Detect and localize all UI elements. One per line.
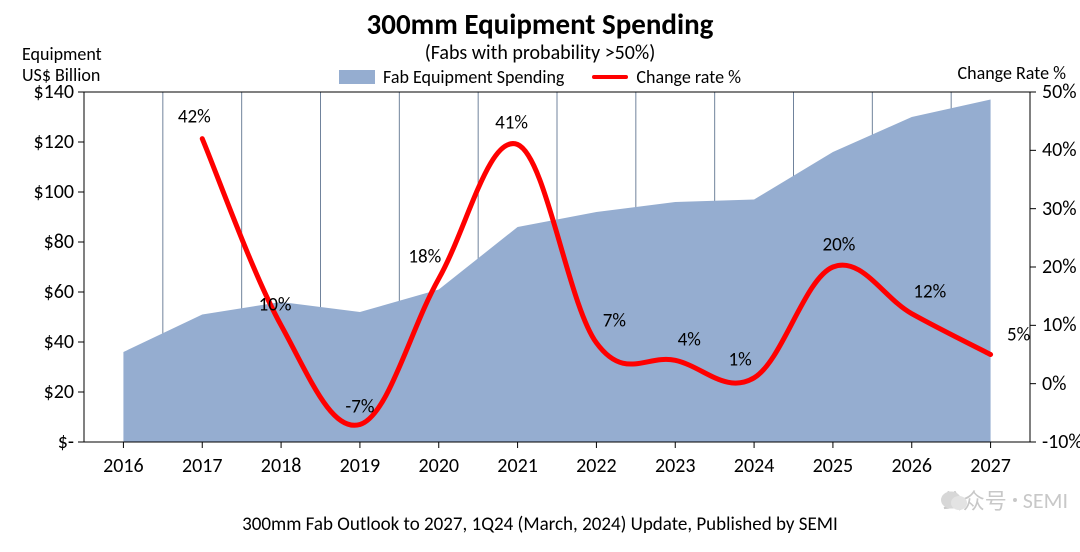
y-left-tick: $40 bbox=[44, 330, 74, 354]
line-data-label: -7% bbox=[345, 395, 374, 418]
line-data-label: 4% bbox=[678, 329, 701, 352]
line-data-label: 18% bbox=[408, 245, 441, 268]
y-left-tick: $20 bbox=[44, 380, 74, 404]
y-right-tick: 40% bbox=[1042, 138, 1077, 162]
line-data-label: 42% bbox=[178, 105, 211, 128]
line-data-label: 10% bbox=[259, 294, 292, 317]
line-data-label: 1% bbox=[728, 348, 751, 371]
x-tick: 2024 bbox=[734, 454, 775, 478]
watermark-dot bbox=[1013, 498, 1017, 502]
watermark: 公众号 SEMI bbox=[941, 484, 1068, 516]
x-tick: 2026 bbox=[891, 454, 932, 478]
y-right-tick: 10% bbox=[1042, 313, 1077, 337]
x-tick: 2025 bbox=[813, 454, 854, 478]
y-left-tick: $80 bbox=[44, 230, 74, 254]
line-data-label: 41% bbox=[495, 111, 528, 134]
y-right-tick: -10% bbox=[1042, 430, 1080, 454]
x-tick: 2017 bbox=[182, 454, 223, 478]
y-left-tick: $100 bbox=[33, 180, 74, 204]
x-tick: 2019 bbox=[340, 454, 381, 478]
x-tick: 2023 bbox=[655, 454, 696, 478]
x-tick: 2022 bbox=[576, 454, 617, 478]
x-tick: 2016 bbox=[103, 454, 144, 478]
watermark-text-2: SEMI bbox=[1023, 487, 1068, 514]
line-data-label: 7% bbox=[603, 309, 626, 332]
y-right-tick: 0% bbox=[1042, 372, 1066, 396]
x-tick: 2021 bbox=[497, 454, 538, 478]
x-tick: 2027 bbox=[970, 454, 1011, 478]
y-right-tick: 50% bbox=[1042, 80, 1077, 104]
source-caption: 300mm Fab Outlook to 2027, 1Q24 (March, … bbox=[0, 513, 1080, 536]
y-left-tick: $60 bbox=[44, 280, 74, 304]
x-tick: 2018 bbox=[261, 454, 302, 478]
y-left-tick: $140 bbox=[33, 80, 74, 104]
x-tick: 2020 bbox=[418, 454, 459, 478]
y-right-tick: 20% bbox=[1042, 255, 1077, 279]
y-left-tick: $- bbox=[58, 430, 74, 454]
line-data-label: 20% bbox=[822, 234, 855, 257]
wechat-icon bbox=[941, 489, 967, 511]
line-data-label: 12% bbox=[913, 280, 946, 303]
line-data-label: 5% bbox=[1007, 323, 1030, 346]
y-right-tick: 30% bbox=[1042, 197, 1077, 221]
y-left-tick: $120 bbox=[33, 130, 74, 154]
